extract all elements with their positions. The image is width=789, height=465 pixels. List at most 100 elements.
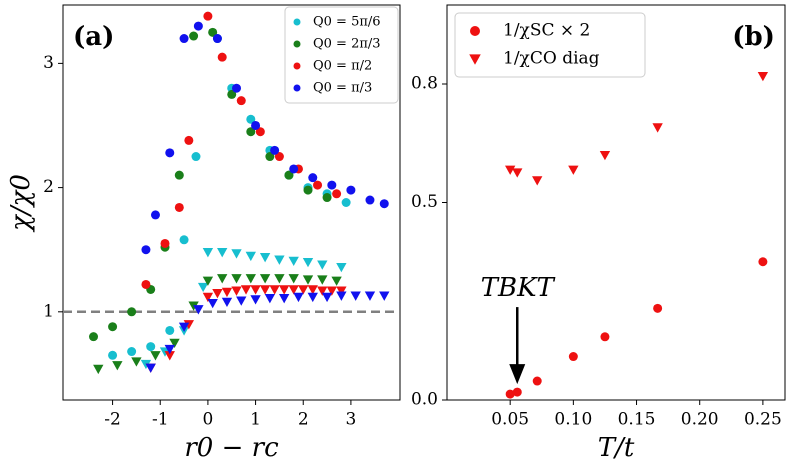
circle-marker xyxy=(160,238,170,248)
circle-marker xyxy=(470,26,480,36)
y-tick-label: 0.8 xyxy=(411,74,438,94)
circle-marker xyxy=(150,210,160,220)
triangle-marker xyxy=(212,289,223,299)
triangle-marker xyxy=(202,276,214,286)
triangle-marker xyxy=(259,274,271,284)
triangle-marker xyxy=(231,286,242,296)
triangle-marker xyxy=(231,274,242,284)
x-tick-label: 0.20 xyxy=(681,410,719,430)
triangle-marker xyxy=(178,322,190,332)
circle-marker xyxy=(303,185,313,195)
triangle-marker xyxy=(245,251,256,262)
circle-marker xyxy=(653,303,663,313)
triangle-marker xyxy=(532,176,543,186)
circle-marker xyxy=(274,152,284,162)
triangle-marker xyxy=(221,287,233,298)
annotation: TBKT xyxy=(481,273,556,303)
circle-marker xyxy=(265,152,275,162)
triangle-marker xyxy=(350,291,361,301)
circle-marker xyxy=(346,185,356,195)
circle-marker xyxy=(293,40,301,48)
legend-label: 1/χCO diag xyxy=(503,49,600,69)
circle-marker xyxy=(505,389,515,399)
triangle-marker xyxy=(164,351,175,361)
x-tick-label: 0.10 xyxy=(554,410,592,430)
triangle-marker xyxy=(202,248,214,258)
triangle-marker xyxy=(164,344,175,355)
circle-marker xyxy=(270,145,280,155)
triangle-marker xyxy=(93,364,104,375)
triangle-marker xyxy=(505,165,516,175)
circle-marker xyxy=(127,347,137,357)
circle-marker xyxy=(332,189,342,199)
triangle-marker xyxy=(757,71,769,82)
x-tick-label: 0.25 xyxy=(744,410,782,430)
triangle-marker xyxy=(274,274,285,284)
triangle-marker xyxy=(217,274,228,284)
circle-marker xyxy=(289,164,299,174)
triangle-marker xyxy=(259,285,271,295)
y-tick-label: 0.0 xyxy=(411,390,438,410)
x-tick-label: 0.05 xyxy=(491,410,529,430)
circle-marker xyxy=(191,152,201,162)
triangle-marker xyxy=(240,285,252,295)
circle-marker xyxy=(251,120,261,130)
triangle-marker xyxy=(302,257,314,268)
triangle-marker xyxy=(307,285,318,295)
x-axis-label: T/t xyxy=(598,433,635,463)
circle-marker xyxy=(179,235,189,245)
circle-marker xyxy=(236,96,246,106)
triangle-marker xyxy=(183,320,195,330)
circle-marker xyxy=(379,199,389,209)
circle-marker xyxy=(308,173,318,183)
x-tick-label: -2 xyxy=(104,410,121,430)
legend-box xyxy=(284,6,399,104)
circle-marker xyxy=(217,52,227,62)
triangle-marker xyxy=(250,285,261,295)
triangle-marker xyxy=(188,301,199,311)
circle-marker xyxy=(208,27,218,37)
triangle-marker xyxy=(298,285,309,295)
triangle-marker xyxy=(288,285,299,295)
triangle-marker xyxy=(288,274,299,284)
triangle-marker xyxy=(245,274,256,284)
circle-marker xyxy=(322,193,332,203)
circle-marker xyxy=(227,89,237,99)
triangle-marker xyxy=(131,357,142,367)
triangle-marker xyxy=(568,165,579,175)
legend-label: 1/χSC × 2 xyxy=(503,21,590,41)
triangle-marker xyxy=(317,260,328,270)
triangle-marker xyxy=(317,286,328,296)
circle-marker xyxy=(89,332,99,342)
triangle-marker xyxy=(321,292,333,303)
plot-frame xyxy=(62,4,401,401)
circle-marker xyxy=(108,350,118,360)
triangle-marker xyxy=(317,275,328,285)
circle-marker xyxy=(365,195,375,205)
x-axis-label: r0 − rc xyxy=(184,433,279,463)
circle-marker xyxy=(179,34,189,44)
x-tick-label: -1 xyxy=(152,410,169,430)
circle-marker xyxy=(341,198,351,207)
circle-marker xyxy=(532,376,542,386)
x-tick-label: 2 xyxy=(298,410,309,430)
legend: 1/χSC × 2 1/χCO diag xyxy=(454,12,646,78)
circle-marker xyxy=(165,325,175,335)
circle-marker xyxy=(141,245,151,255)
triangle-marker xyxy=(221,297,233,308)
circle-marker xyxy=(327,180,337,190)
circle-marker xyxy=(758,257,768,267)
triangle-marker xyxy=(336,286,347,296)
triangle-marker xyxy=(293,292,304,303)
circle-marker xyxy=(232,83,242,93)
triangle-marker xyxy=(202,292,214,303)
circle-marker xyxy=(165,148,175,158)
triangle-marker xyxy=(652,123,663,133)
triangle-marker xyxy=(274,255,285,265)
triangle-marker xyxy=(231,249,242,259)
circle-marker xyxy=(174,170,184,180)
circle-marker xyxy=(174,202,184,212)
circle-marker xyxy=(203,11,213,21)
triangle-marker xyxy=(469,54,481,65)
